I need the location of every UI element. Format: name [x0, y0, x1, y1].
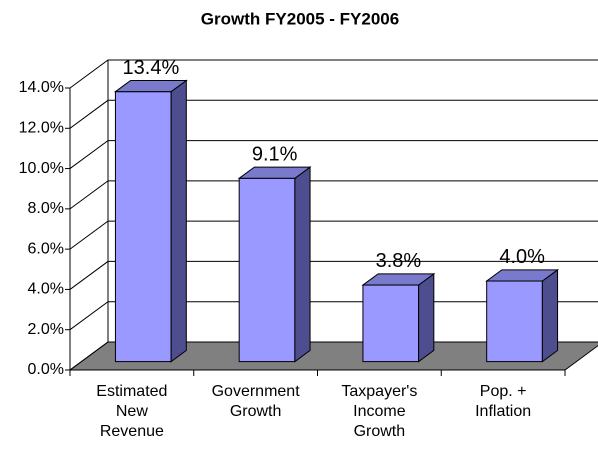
- x-tick-label: Government Growth: [212, 383, 301, 420]
- y-tick-label: 0.0%: [28, 361, 64, 378]
- bar-side: [294, 166, 311, 363]
- value-label: 9.1%: [252, 143, 298, 165]
- grid-line: [69, 341, 598, 371]
- value-label: 13.4%: [123, 57, 180, 79]
- value-label: 4.0%: [499, 246, 545, 268]
- bar-side: [418, 272, 435, 363]
- bar-top: [485, 269, 560, 282]
- grid-line: [69, 301, 598, 331]
- x-tick-label: Taxpayer's Income Growth: [341, 383, 417, 440]
- bar-top: [237, 166, 312, 179]
- grid-line: [69, 260, 598, 290]
- grid-line: [69, 220, 598, 250]
- y-tick-label: 14.0%: [19, 79, 64, 96]
- x-tick-label: Estimated New Revenue: [96, 383, 167, 440]
- bar: [362, 284, 420, 363]
- y-tick-label: 2.0%: [28, 321, 64, 338]
- bar: [114, 91, 172, 363]
- grid-line: [69, 180, 598, 210]
- y-tick-label: 4.0%: [28, 281, 64, 298]
- y-tick-label: 12.0%: [19, 120, 64, 137]
- bar: [238, 177, 296, 363]
- bar-side: [541, 268, 559, 363]
- bar-side: [170, 79, 187, 363]
- bar-top: [361, 273, 436, 286]
- bar-top: [113, 79, 188, 93]
- x-tick-label: Pop. + Inflation: [475, 383, 531, 420]
- y-tick-label: 10.0%: [19, 160, 64, 177]
- grid-line: [69, 59, 598, 89]
- y-tick-label: 8.0%: [28, 200, 64, 217]
- grid-line: [69, 140, 598, 169]
- grid-line: [69, 99, 598, 129]
- chart-title: Growth FY2005 - FY2006: [201, 9, 399, 28]
- bar: [486, 280, 543, 363]
- value-label: 3.8%: [376, 250, 422, 272]
- y-tick-label: 6.0%: [28, 240, 64, 257]
